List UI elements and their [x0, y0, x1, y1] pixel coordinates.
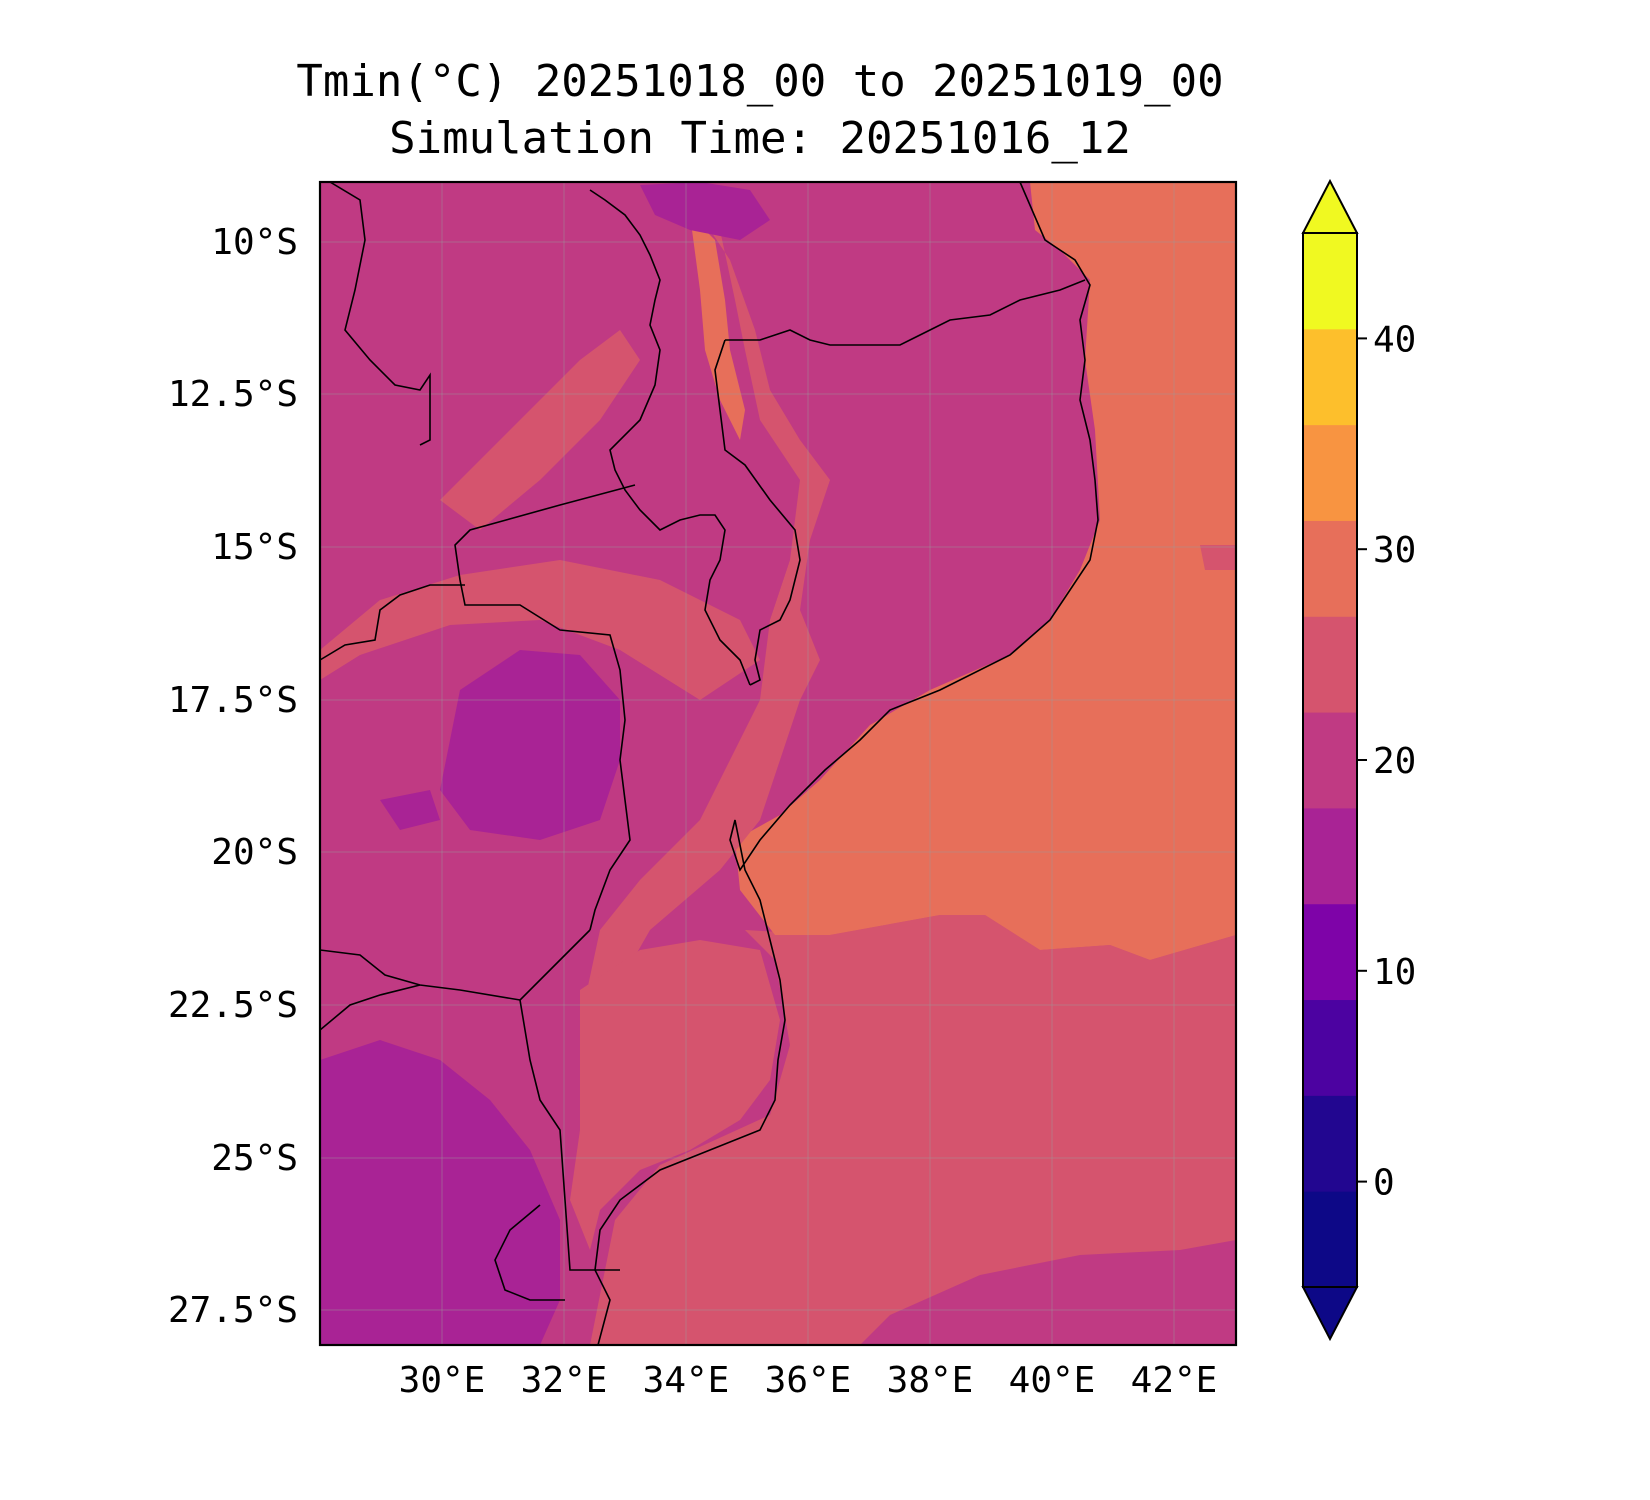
zambia-mozambique-border [454, 484, 636, 931]
zimbabwe-plateau-cool-field [440, 650, 620, 840]
colorbar-segment [1303, 1095, 1357, 1192]
country-borders [320, 182, 1099, 1345]
zambia-zimbabwe-border [320, 584, 465, 661]
map-title: Tmin(°C) 20251018_00 to 20251019_00 [296, 56, 1224, 107]
map-gridlines [320, 182, 1236, 1345]
colorbar-segment [1303, 233, 1357, 330]
lon-label: 34°E [643, 1360, 730, 1401]
eswatini-border [494, 1204, 565, 1301]
longitude-labels: 30°E 32°E 34°E 36°E 38°E 40°E 42°E [399, 1360, 1218, 1401]
mozambique-southafrica-border [519, 929, 620, 1271]
zambezi-valley-warm-band [320, 560, 760, 700]
colorbar-segment [1303, 1191, 1357, 1288]
colorbar-extend-min [1301, 1286, 1359, 1342]
lat-label: 20°S [211, 832, 298, 873]
lat-label: 15°S [211, 527, 298, 568]
colorbar-segment [1303, 424, 1357, 521]
latitude-labels: 10°S 12.5°S 15°S 17.5°S 20°S 22.5°S 25°S… [168, 222, 298, 1331]
north-tanzania-cool-blob [640, 182, 770, 240]
colorbar-tick-label: 30 [1373, 530, 1416, 571]
colorbar-segment [1303, 520, 1357, 617]
southern-ocean-field [590, 915, 1236, 1345]
colorbar-segment [1303, 328, 1357, 426]
lon-label: 42°E [1131, 1360, 1218, 1401]
lat-label: 27.5°S [168, 1290, 298, 1331]
indian-ocean-warm-field [735, 182, 1236, 960]
colorbar-tick-label: 20 [1373, 741, 1416, 782]
lon-label: 38°E [887, 1360, 974, 1401]
lake-malawi-hot-strip [690, 215, 745, 440]
botswana-border [320, 984, 421, 1031]
rift-valley-warm-band [585, 210, 830, 1000]
lat-label: 10°S [211, 222, 298, 263]
map-frame [318, 180, 1238, 1347]
colorbar-segment [1303, 616, 1357, 713]
lon-label: 30°E [399, 1360, 486, 1401]
colorbar-tick-label: 10 [1373, 952, 1416, 993]
colorbar: 0 10 20 30 40 [1301, 178, 1416, 1342]
ocean-cool-spot [1200, 545, 1236, 570]
south-ocean-cool-patch [860, 1240, 1236, 1345]
lat-label: 17.5°S [168, 680, 298, 721]
zimbabwe-west-cool-patch [380, 790, 440, 830]
map-plot-area [320, 182, 1236, 1345]
colorbar-tick-label: 40 [1373, 319, 1416, 360]
tanzania-mozambique-border [725, 279, 1086, 346]
colorbar-segment [1303, 903, 1357, 1001]
colorbar-segment [1303, 999, 1357, 1096]
southwest-cool-field [320, 1040, 560, 1345]
lat-label: 25°S [211, 1138, 298, 1179]
map-subtitle: Simulation Time: 20251016_12 [389, 113, 1131, 164]
lon-label: 32°E [521, 1360, 608, 1401]
lon-label: 40°E [1009, 1360, 1096, 1401]
colorbar-segment [1303, 807, 1357, 905]
colorbar-segment [1303, 712, 1357, 809]
zambia-tanzania-border [329, 182, 431, 446]
northwest-warm-streak [440, 330, 640, 530]
coastline [594, 182, 1099, 1345]
malawi-west-border [589, 189, 751, 686]
colorbar-extend-max [1301, 178, 1359, 234]
zimbabwe-southafrica-border [320, 949, 521, 1001]
lat-label: 12.5°S [168, 374, 298, 415]
lat-label: 22.5°S [168, 985, 298, 1026]
colorbar-tick-label: 0 [1373, 1163, 1395, 1204]
malawi-east-border [714, 339, 801, 686]
mozambique-south-warm-lowland [570, 940, 780, 1250]
lon-label: 36°E [765, 1360, 852, 1401]
